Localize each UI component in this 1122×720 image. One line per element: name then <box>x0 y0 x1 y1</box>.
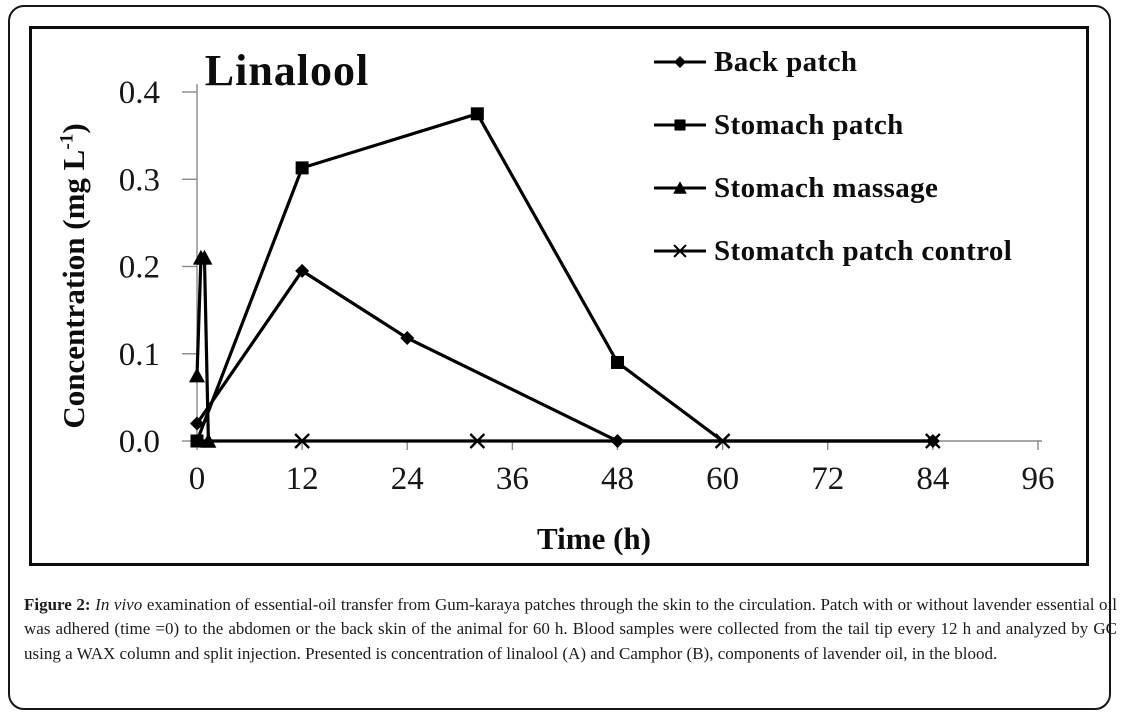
legend-item-back-patch: Back patch <box>654 45 1012 79</box>
triangle-marker <box>189 367 205 383</box>
x-marker <box>925 433 941 449</box>
diamond-marker <box>190 416 204 431</box>
triangle-marker <box>673 181 687 194</box>
legend-label: Back patch <box>714 45 858 78</box>
square-marker <box>190 434 204 448</box>
y-axis-label-text: Concentration (mg L <box>56 149 91 429</box>
x-marker <box>469 433 486 449</box>
x-tick-label: 96 <box>1021 461 1054 497</box>
triangle-marker <box>200 433 217 448</box>
x-marker-icon <box>654 244 706 258</box>
x-tick-label: 60 <box>706 461 739 497</box>
caption-italic: In vivo <box>95 595 143 614</box>
chart-title: Linalool <box>204 46 370 95</box>
x-tick-label: 0 <box>189 461 206 497</box>
tick-labels: 0.0 0.1 0.2 0.3 0.4 0 12 24 36 48 60 72 84 96 <box>119 75 1055 497</box>
diamond-marker <box>610 434 625 448</box>
chart-panel: 0.0 0.1 0.2 0.3 0.4 0 12 24 36 48 60 72 84 96 Linaloo… <box>29 26 1089 566</box>
x-marker <box>294 433 310 449</box>
series-line-stomach-patch <box>195 111 724 443</box>
x-tick-label: 36 <box>496 461 529 497</box>
x-tick-label: 48 <box>601 461 634 497</box>
square-marker <box>295 161 309 175</box>
legend-item-stomach-patch: Stomach patch <box>654 108 1012 142</box>
legend-label: Stomatch patch control <box>714 234 1013 267</box>
y-tick-label: 0.1 <box>119 337 160 373</box>
diamond-marker <box>400 331 415 346</box>
y-axis-label-close: ) <box>56 123 91 134</box>
x-tick-label: 12 <box>286 461 319 497</box>
triangle-marker <box>196 249 213 265</box>
legend-label: Stomach patch <box>714 108 904 141</box>
y-axis-label: Concentration (mg L-1) <box>56 66 92 486</box>
y-axis-label-superscript: -1 <box>56 133 78 150</box>
x-tick-label: 24 <box>391 461 424 497</box>
series-markers-stomatch-patch-control <box>294 433 941 449</box>
diamond-marker-icon <box>654 56 706 68</box>
series-markers-stomach-patch <box>190 107 624 448</box>
figure-caption: Figure 2: In vivo examination of essenti… <box>24 593 1117 666</box>
legend-item-stomatch-patch-control: Stomatch patch control <box>654 234 1012 268</box>
diamond-marker <box>295 263 310 278</box>
chart-legend: Back patch Stomach patch Stomach massage St… <box>654 45 1012 297</box>
line-chart: 0.0 0.1 0.2 0.3 0.4 0 12 24 36 48 60 72 84 96 <box>119 75 1055 497</box>
square-marker <box>470 107 484 121</box>
diamond-marker <box>674 56 686 68</box>
square-marker <box>610 355 624 369</box>
caption-body: examination of essential-oil transfer fr… <box>24 595 1117 663</box>
legend-label: Stomach massage <box>714 171 939 204</box>
square-marker-icon <box>654 119 706 131</box>
figure-frame: 0.0 0.1 0.2 0.3 0.4 0 12 24 36 48 60 72 84 96 Linaloo… <box>8 5 1117 710</box>
y-tick-label: 0.3 <box>119 162 160 198</box>
legend-item-stomach-massage: Stomach massage <box>654 171 1012 205</box>
x-tick-label: 84 <box>916 461 949 497</box>
triangle-marker-icon <box>654 181 706 194</box>
y-tick-label: 0.4 <box>119 75 160 111</box>
y-tick-label: 0.2 <box>119 250 160 286</box>
y-tick-label: 0.0 <box>119 424 160 460</box>
square-marker <box>674 119 686 131</box>
x-axis-label: Time (h) <box>537 521 651 556</box>
x-marker <box>714 433 731 449</box>
x-marker <box>673 244 687 258</box>
caption-label: Figure 2: <box>24 595 91 614</box>
series-markers-stomach-massage <box>189 249 217 448</box>
x-tick-label: 72 <box>811 461 844 497</box>
